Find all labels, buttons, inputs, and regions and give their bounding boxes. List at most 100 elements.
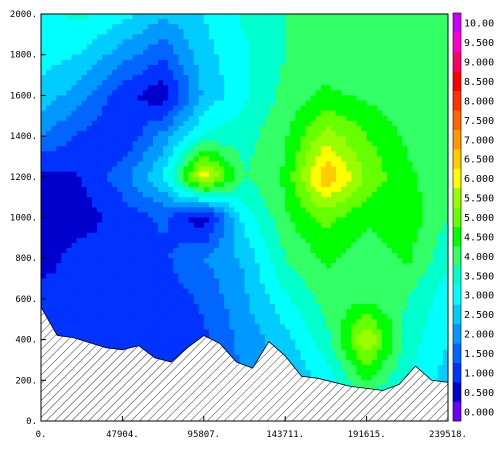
- field-cell: [193, 212, 200, 219]
- field-cell: [107, 80, 113, 86]
- field-cell: [193, 95, 200, 102]
- field-cell: [336, 258, 342, 264]
- field-cell: [91, 258, 98, 264]
- field-cell: [361, 176, 368, 183]
- field-cell: [229, 186, 235, 193]
- field-cell: [442, 39, 448, 46]
- field-cell: [173, 232, 179, 239]
- field-cell: [71, 105, 78, 112]
- field-cell: [66, 39, 73, 46]
- field-cell: [86, 105, 93, 112]
- field-cell: [142, 298, 149, 305]
- field-cell: [208, 146, 215, 152]
- field-cell: [341, 75, 347, 81]
- field-cell: [122, 80, 129, 86]
- field-cell: [102, 309, 108, 315]
- field-cell: [158, 44, 164, 51]
- field-cell: [46, 95, 52, 102]
- field-cell: [219, 278, 225, 285]
- field-cell: [264, 39, 271, 46]
- field-cell: [86, 161, 93, 168]
- field-cell: [381, 192, 388, 198]
- field-cell: [229, 293, 235, 300]
- field-cell: [96, 110, 103, 117]
- field-cell: [76, 303, 83, 310]
- field-cell: [320, 39, 327, 46]
- field-cell: [51, 49, 57, 56]
- field-cell: [127, 161, 134, 168]
- field-cell: [239, 319, 246, 325]
- field-cell: [442, 258, 448, 264]
- field-cell: [361, 278, 368, 285]
- field-cell: [229, 242, 235, 249]
- field-cell: [376, 227, 383, 234]
- field-cell: [152, 80, 159, 86]
- field-cell: [356, 253, 363, 259]
- field-cell: [290, 49, 296, 56]
- field-cell: [112, 100, 118, 107]
- field-cell: [71, 64, 78, 71]
- field-cell: [168, 273, 174, 280]
- field-cell: [46, 263, 52, 269]
- field-cell: [56, 125, 62, 132]
- field-cell: [173, 156, 179, 163]
- field-cell: [366, 136, 373, 142]
- field-cell: [381, 171, 388, 178]
- field-cell: [96, 100, 103, 107]
- field-cell: [71, 242, 78, 249]
- field-cell: [137, 166, 144, 173]
- field-cell: [325, 324, 332, 331]
- field-cell: [142, 309, 149, 315]
- field-cell: [183, 90, 190, 96]
- field-cell: [66, 29, 73, 35]
- field-cell: [117, 227, 123, 234]
- field-cell: [341, 192, 347, 198]
- field-cell: [407, 258, 413, 264]
- field-cell: [234, 75, 241, 81]
- field-cell: [305, 314, 312, 320]
- field-cell: [381, 253, 388, 259]
- field-cell: [86, 248, 93, 254]
- field-cell: [341, 212, 347, 219]
- field-cell: [188, 110, 195, 117]
- field-cell: [351, 176, 358, 183]
- field-cell: [269, 258, 276, 264]
- field-cell: [305, 19, 312, 25]
- field-cell: [310, 273, 317, 280]
- field-cell: [102, 258, 108, 264]
- field-cell: [81, 120, 88, 127]
- field-cell: [356, 90, 363, 96]
- field-cell: [152, 237, 159, 244]
- field-cell: [366, 39, 373, 46]
- field-cell: [437, 90, 444, 96]
- field-cell: [290, 197, 296, 203]
- field-cell: [259, 278, 266, 285]
- field-cell: [417, 156, 424, 163]
- field-cell: [239, 29, 246, 35]
- field-cell: [300, 309, 307, 315]
- field-cell: [381, 141, 388, 147]
- field-cell: [386, 176, 393, 183]
- field-cell: [51, 212, 57, 219]
- field-cell: [264, 309, 271, 315]
- field-cell: [117, 278, 123, 285]
- field-cell: [432, 181, 439, 188]
- field-cell: [361, 283, 368, 290]
- field-cell: [203, 263, 210, 269]
- field-cell: [249, 222, 256, 229]
- field-cell: [41, 125, 47, 132]
- field-cell: [300, 186, 307, 193]
- field-cell: [249, 141, 256, 147]
- field-cell: [361, 217, 368, 224]
- field-cell: [46, 75, 52, 81]
- field-cell: [96, 166, 103, 173]
- field-cell: [158, 329, 164, 336]
- field-cell: [86, 29, 93, 35]
- field-cell: [142, 263, 149, 269]
- field-cell: [203, 156, 210, 163]
- field-cell: [132, 64, 139, 71]
- field-cell: [295, 141, 302, 147]
- field-cell: [290, 120, 296, 127]
- field-cell: [325, 80, 332, 86]
- field-cell: [402, 90, 408, 96]
